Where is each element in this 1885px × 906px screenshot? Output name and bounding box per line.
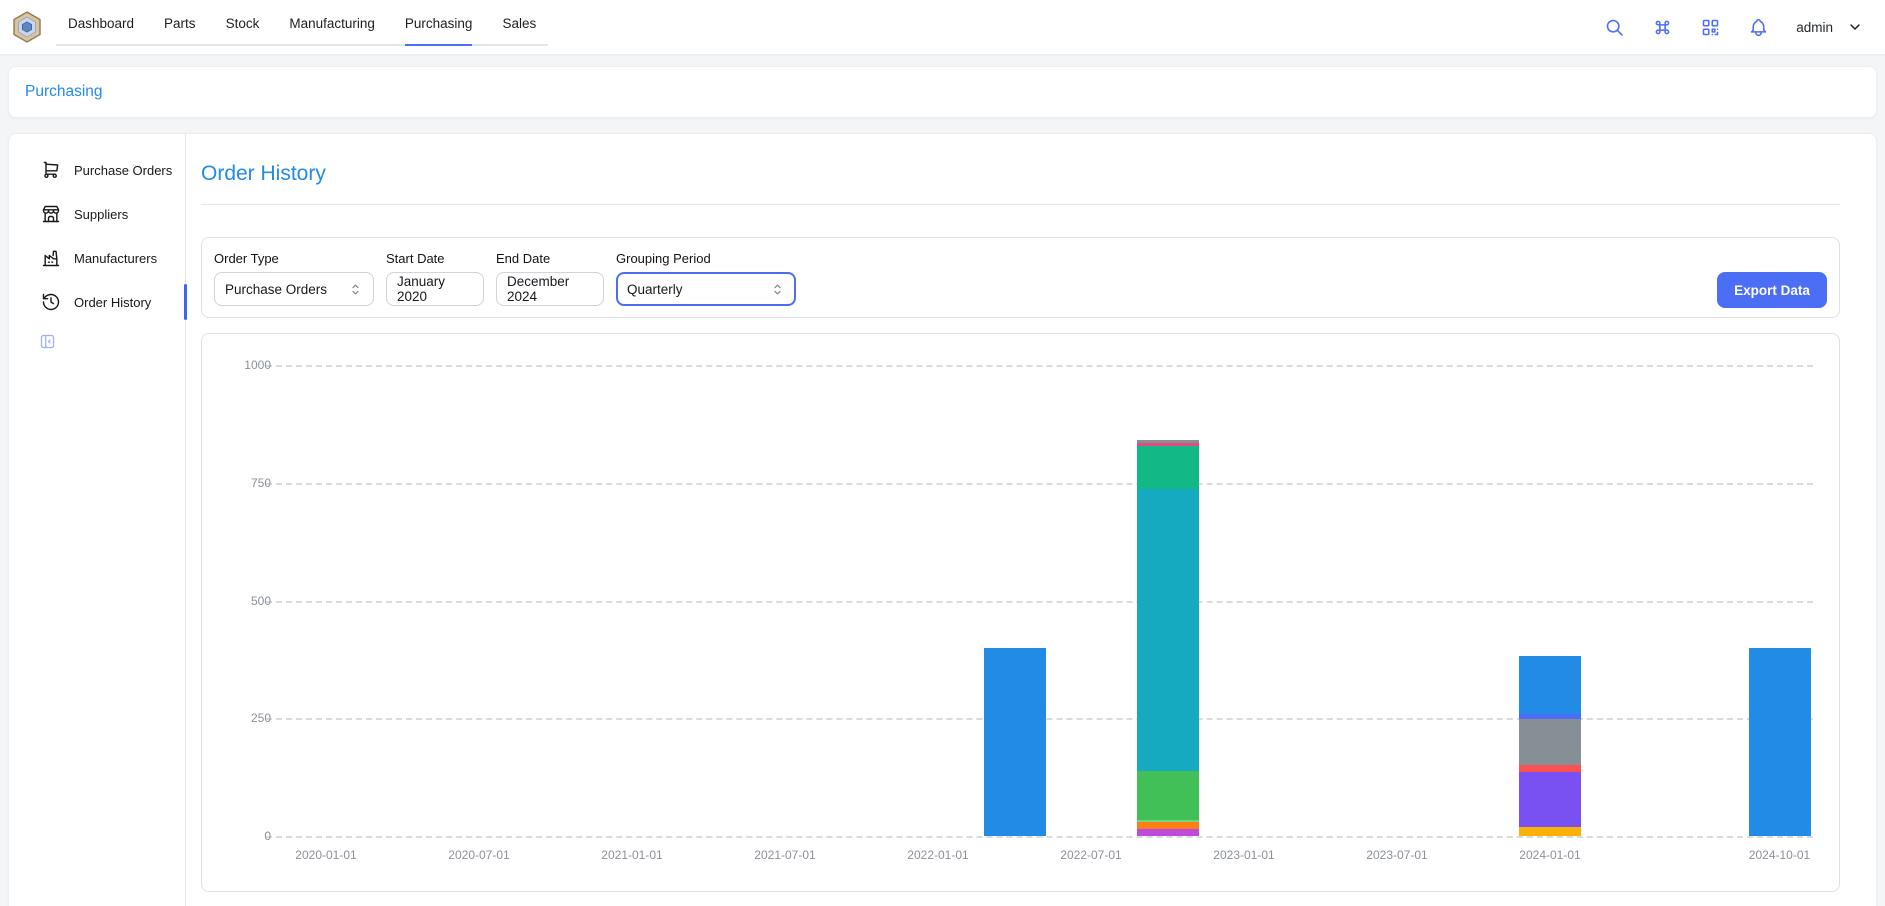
order-type-value: Purchase Orders [225, 282, 327, 297]
bar-segment[interactable] [1519, 765, 1581, 772]
x-axis-label: 2020-01-01 [295, 848, 356, 862]
sidebar-item-label: Suppliers [74, 207, 128, 222]
x-axis-label: 2023-01-01 [1213, 848, 1274, 862]
page-title: Order History [201, 162, 1840, 186]
app-logo-icon[interactable] [12, 11, 42, 43]
x-axis-label: 2024-01-01 [1519, 848, 1580, 862]
y-gridline [266, 483, 1813, 485]
sidebar-item-suppliers[interactable]: Suppliers [9, 192, 185, 236]
building-factory-icon [41, 248, 61, 268]
end-date-input[interactable]: December 2024 [496, 272, 604, 306]
filter-grouping-period: Grouping Period Quarterly [616, 251, 796, 306]
filter-order-type: Order Type Purchase Orders [214, 251, 374, 306]
start-date-label: Start Date [386, 251, 484, 266]
selector-updown-icon [770, 282, 785, 297]
end-date-value: December 2024 [507, 274, 593, 304]
bar-segment[interactable] [1137, 446, 1199, 489]
tab-purchasing[interactable]: Purchasing [405, 2, 473, 46]
start-date-input[interactable]: January 2020 [386, 272, 484, 306]
username-label: admin [1796, 20, 1833, 35]
export-data-button[interactable]: Export Data [1717, 272, 1827, 308]
y-axis-label: 500 [217, 594, 271, 608]
bar-segment[interactable] [1137, 489, 1199, 771]
bar-segment[interactable] [1137, 829, 1199, 836]
y-axis-label: 750 [217, 476, 271, 490]
building-store-icon [41, 204, 61, 224]
sidebar-item-purchase-orders[interactable]: Purchase Orders [9, 148, 185, 192]
bar-segment[interactable] [1519, 714, 1581, 719]
user-menu[interactable]: admin [1796, 19, 1863, 35]
sidebar-item-label: Manufacturers [74, 251, 157, 266]
order-type-select[interactable]: Purchase Orders [214, 272, 374, 306]
bar-segment[interactable] [984, 648, 1046, 836]
app-window: Dashboard Parts Stock Manufacturing Purc… [0, 0, 1885, 906]
sidebar-item-label: Order History [74, 295, 151, 310]
y-gridline [266, 601, 1813, 603]
breadcrumb[interactable]: Purchasing [25, 83, 103, 101]
x-axis-label: 2024-10-01 [1749, 848, 1810, 862]
x-axis-label: 2020-07-01 [448, 848, 509, 862]
navbar-actions: admin [1604, 17, 1863, 38]
tab-parts[interactable]: Parts [164, 2, 196, 46]
y-gridline [266, 365, 1813, 367]
x-axis-label: 2022-07-01 [1060, 848, 1121, 862]
bar-segment[interactable] [1137, 822, 1199, 829]
sidebar: Purchase Orders Suppliers Manufacturers [9, 134, 186, 906]
y-axis-label: 250 [217, 711, 271, 725]
tab-sales[interactable]: Sales [502, 2, 536, 46]
title-divider [201, 204, 1840, 205]
bar-segment[interactable] [1137, 820, 1199, 823]
bar-segment[interactable] [1749, 648, 1811, 836]
x-axis-label: 2023-07-01 [1366, 848, 1427, 862]
sidebar-item-label: Purchase Orders [74, 163, 172, 178]
tab-stock[interactable]: Stock [226, 2, 260, 46]
filter-start-date: Start Date January 2020 [386, 251, 484, 306]
x-axis-label: 2021-01-01 [601, 848, 662, 862]
y-axis-label: 1000 [217, 358, 271, 372]
chart-plot[interactable]: 0 250 500 750 1000 2020-01-01 2020-07-01 2021-0… [202, 334, 1839, 891]
chart-card: 0 250 500 750 1000 2020-01-01 2020-07-01 2021-0… [201, 333, 1840, 892]
notification-bell-icon[interactable] [1748, 17, 1769, 38]
sidebar-item-order-history[interactable]: Order History [9, 280, 185, 324]
tab-dashboard[interactable]: Dashboard [68, 2, 134, 46]
sidebar-collapse-icon[interactable] [39, 333, 56, 350]
y-gridline [266, 836, 1813, 838]
history-icon [41, 292, 61, 312]
bar-segment[interactable] [1137, 440, 1199, 443]
start-date-value: January 2020 [397, 274, 473, 304]
x-axis-label: 2021-07-01 [754, 848, 815, 862]
filter-card: Order Type Purchase Orders Start Date Ja… [201, 237, 1840, 318]
qr-scan-icon[interactable] [1700, 17, 1721, 38]
shopping-cart-icon [41, 160, 61, 180]
bar-segment[interactable] [1519, 719, 1581, 765]
bar-segment[interactable] [1137, 443, 1199, 446]
command-icon[interactable] [1652, 17, 1673, 38]
bar-segment[interactable] [1519, 656, 1581, 714]
tab-manufacturing[interactable]: Manufacturing [289, 2, 375, 46]
sidebar-item-manufacturers[interactable]: Manufacturers [9, 236, 185, 280]
order-type-label: Order Type [214, 251, 374, 266]
chevron-down-icon [1847, 19, 1863, 35]
selector-updown-icon [348, 282, 363, 297]
grouping-period-label: Grouping Period [616, 251, 796, 266]
x-axis-label: 2022-01-01 [907, 848, 968, 862]
grouping-period-value: Quarterly [627, 282, 683, 297]
bar-segment[interactable] [1519, 827, 1581, 836]
grouping-period-select[interactable]: Quarterly [616, 272, 796, 306]
bar-segment[interactable] [1519, 772, 1581, 827]
end-date-label: End Date [496, 251, 604, 266]
content-panel: Purchase Orders Suppliers Manufacturers [8, 133, 1877, 906]
breadcrumb-bar: Purchasing [8, 66, 1877, 118]
search-icon[interactable] [1604, 17, 1625, 38]
main-tabs: Dashboard Parts Stock Manufacturing Purc… [56, 2, 548, 46]
y-axis-label: 0 [217, 829, 271, 843]
top-navbar: Dashboard Parts Stock Manufacturing Purc… [0, 0, 1885, 54]
bar-segment[interactable] [1137, 771, 1199, 819]
filter-end-date: End Date December 2024 [496, 251, 604, 306]
main-content: Order History Order Type Purchase Orders… [186, 134, 1876, 906]
